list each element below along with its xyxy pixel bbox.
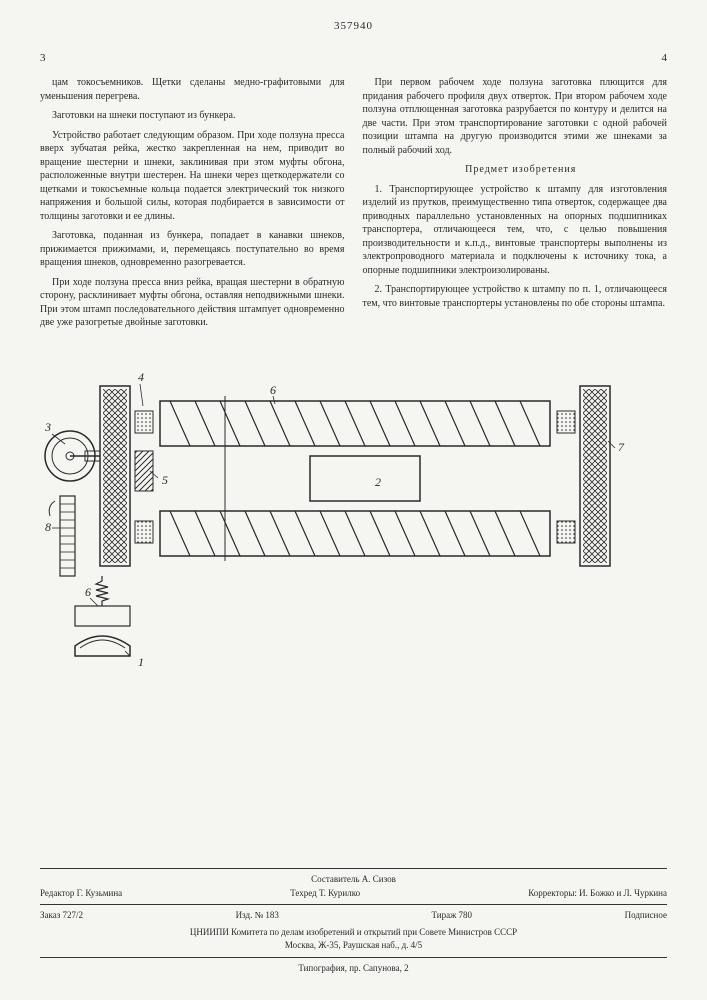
print-run: Тираж 780 (431, 909, 472, 923)
para: Заготовка, поданная из бункера, попадает… (40, 229, 345, 270)
svg-text:4: 4 (138, 370, 144, 384)
svg-text:7: 7 (618, 440, 625, 454)
svg-text:3: 3 (44, 420, 51, 434)
address: Москва, Ж-35, Раушская наб., д. 4/5 (40, 939, 667, 953)
page-left: 3 (40, 52, 46, 64)
org: ЦНИИПИ Комитета по делам изобретений и о… (40, 926, 667, 940)
svg-text:1: 1 (138, 655, 144, 669)
para: При первом рабочем ходе ползуна заготовк… (363, 76, 668, 157)
page-right: 4 (662, 52, 668, 64)
claim: 2. Транспортирующее устройство к штампу … (363, 283, 668, 310)
para: цам токосъемников. Щетки сделаны медно-г… (40, 76, 345, 103)
correctors: Корректоры: И. Божко и Л. Чуркина (528, 887, 667, 901)
right-column: При первом рабочем ходе ползуна заготовк… (363, 76, 668, 336)
page-numbers: 3 4 (40, 52, 667, 64)
order: Заказ 727/2 (40, 909, 83, 923)
compiler: Составитель А. Сизов (40, 873, 667, 887)
para: Устройство работает следующим образом. П… (40, 129, 345, 224)
text-columns: цам токосъемников. Щетки сделаны медно-г… (40, 76, 667, 336)
doc-number: 357940 (40, 20, 667, 32)
para: Заготовки на шнеки поступают из бункера. (40, 109, 345, 123)
tech-editor: Техред Т. Курилко (290, 887, 360, 901)
svg-text:6: 6 (270, 383, 276, 397)
svg-text:5: 5 (162, 473, 168, 487)
para: При ходе ползуна пресса вниз рейка, вращ… (40, 276, 345, 330)
svg-text:8: 8 (45, 520, 51, 534)
footer: Составитель А. Сизов Редактор Г. Кузьмин… (40, 864, 667, 975)
svg-text:2: 2 (375, 475, 381, 489)
claim: 1. Транспортирующее устройство к штампу … (363, 183, 668, 278)
printer: Типография, пр. Сапунова, 2 (40, 962, 667, 976)
subject-heading: Предмет изобретения (363, 163, 668, 177)
subscription: Подписное (625, 909, 667, 923)
figure: 1 2 3 4 5 6 6 7 8 (40, 356, 667, 706)
issue: Изд. № 183 (236, 909, 279, 923)
editor: Редактор Г. Кузьмина (40, 887, 122, 901)
left-column: цам токосъемников. Щетки сделаны медно-г… (40, 76, 345, 336)
svg-text:6: 6 (85, 585, 91, 599)
